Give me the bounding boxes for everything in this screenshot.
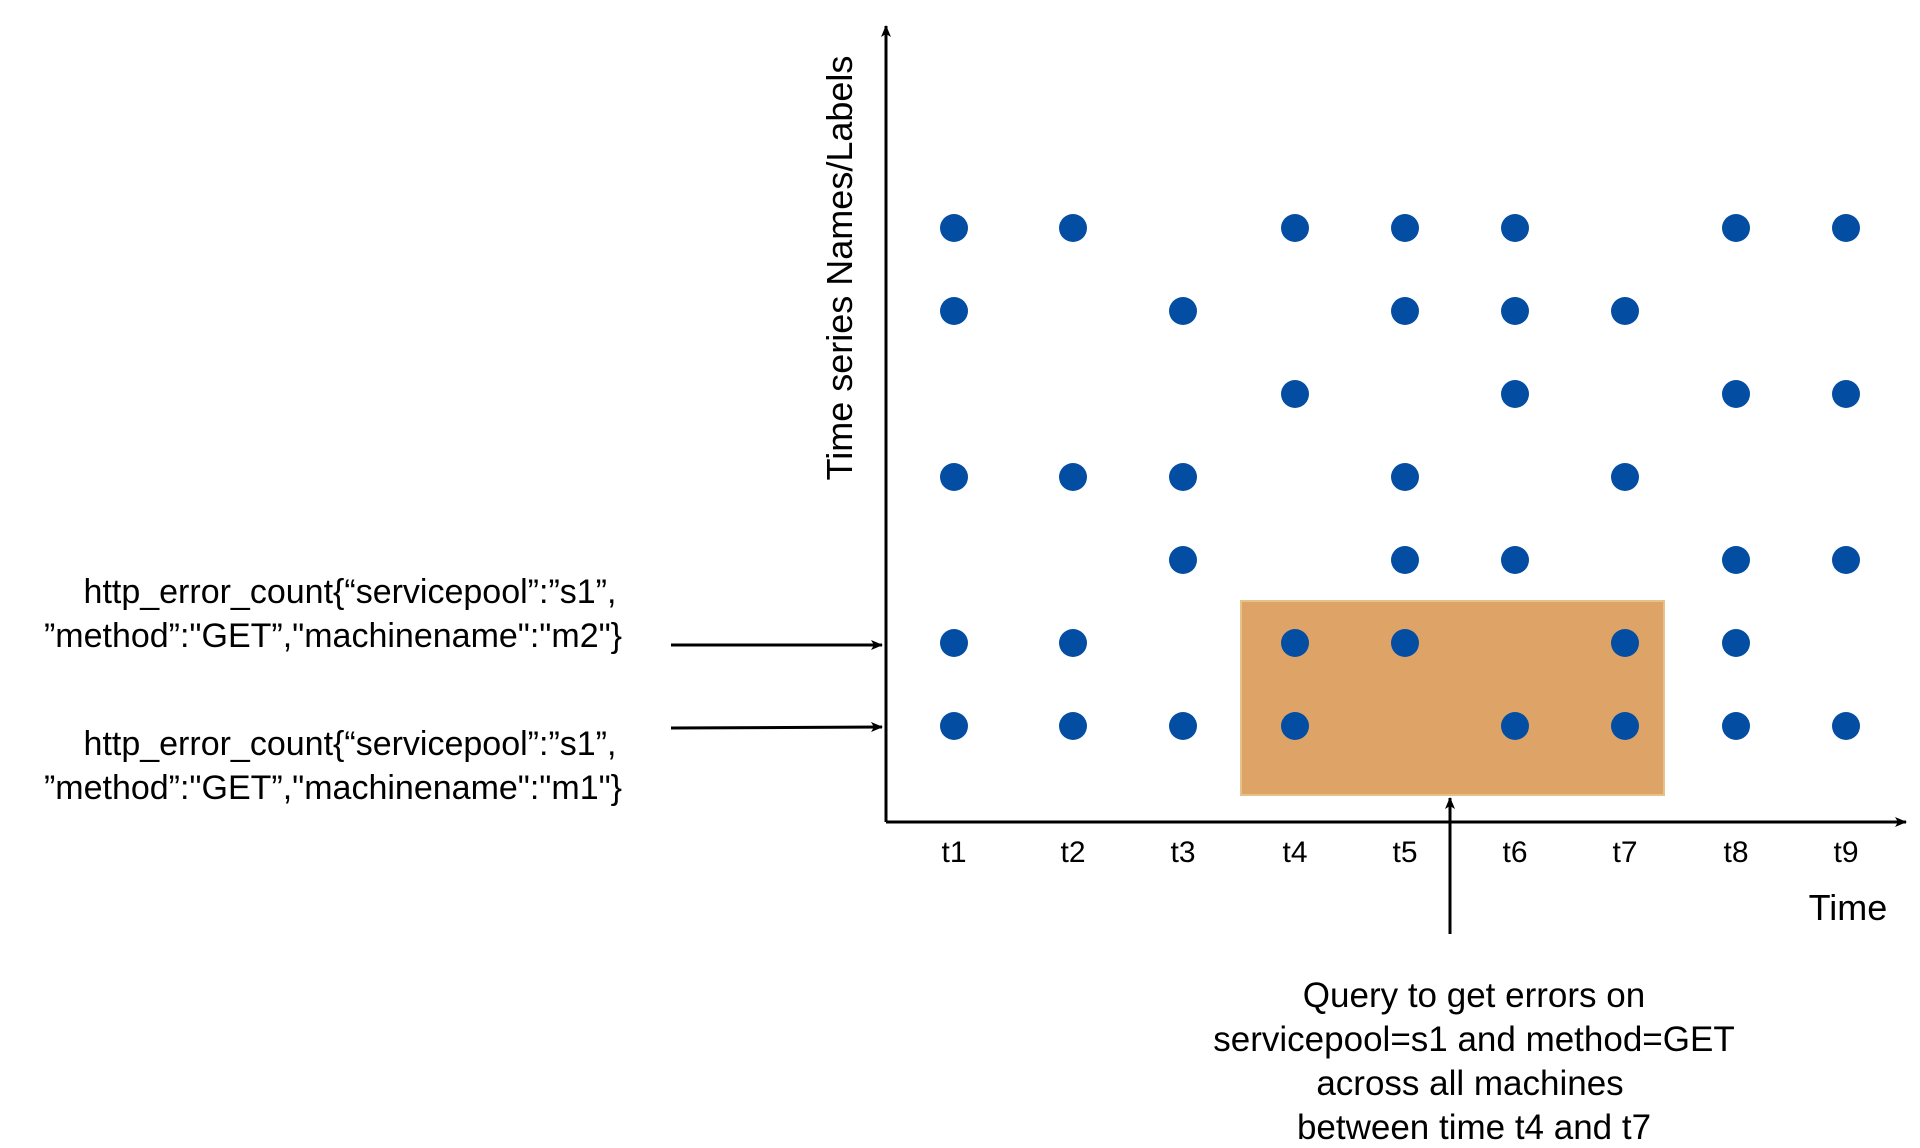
query-note-line-3: across all machines [1316, 1064, 1623, 1103]
sample-dot-row2-t1 [940, 297, 968, 325]
sample-dot-row2-t7 [1611, 297, 1639, 325]
sample-dot-row7-t7 [1611, 712, 1639, 740]
sample-dot-row7-t4 [1281, 712, 1309, 740]
series-label-m2-line1: http_error_count{“servicepool”:”s1”, [84, 573, 617, 611]
tick-label-t8: t8 [1723, 836, 1748, 869]
sample-dot-row6-t5 [1391, 629, 1419, 657]
query-note-line-1: Query to get errors on [1303, 976, 1645, 1015]
sample-dot-row6-t2 [1059, 629, 1087, 657]
tick-label-t2: t2 [1060, 836, 1085, 869]
sample-dot-row7-t9 [1832, 712, 1860, 740]
sample-dot-row4-t3 [1169, 463, 1197, 491]
sample-dot-row5-t9 [1832, 546, 1860, 574]
tick-label-t6: t6 [1502, 836, 1527, 869]
tick-label-t9: t9 [1833, 836, 1858, 869]
sample-dot-row4-t7 [1611, 463, 1639, 491]
sample-dot-row3-t8 [1722, 380, 1750, 408]
x-axis-ticks: t1 t2 t3 t4 t5 t6 t7 t8 t9 [941, 836, 1858, 869]
series-label-m1-line2: ”method”:"GET”,"machinename":"m1"} [44, 769, 622, 807]
sample-dots [940, 214, 1860, 740]
sample-dot-row2-t6 [1501, 297, 1529, 325]
series-label-m1-line1: http_error_count{“servicepool”:”s1”, [84, 725, 617, 763]
sample-dot-row7-t2 [1059, 712, 1087, 740]
sample-dot-row1-t4 [1281, 214, 1309, 242]
sample-dot-row7-t6 [1501, 712, 1529, 740]
sample-dot-row4-t1 [940, 463, 968, 491]
tick-label-t1: t1 [941, 836, 966, 869]
query-note-line-2: servicepool=s1 and method=GET [1213, 1020, 1734, 1059]
sample-dot-row6-t7 [1611, 629, 1639, 657]
sample-dot-row6-t4 [1281, 629, 1309, 657]
sample-dot-row1-t6 [1501, 214, 1529, 242]
query-note-line-4: between time t4 and t7 [1297, 1108, 1651, 1147]
x-axis-title: Time [1809, 887, 1888, 928]
sample-dot-row3-t4 [1281, 380, 1309, 408]
sample-dot-row1-t8 [1722, 214, 1750, 242]
sample-dot-row5-t5 [1391, 546, 1419, 574]
sample-dot-row3-t9 [1832, 380, 1860, 408]
sample-dot-row7-t8 [1722, 712, 1750, 740]
tick-label-t5: t5 [1392, 836, 1417, 869]
sample-dot-row5-t6 [1501, 546, 1529, 574]
sample-dot-row5-t3 [1169, 546, 1197, 574]
series-arrow-m1 [670, 722, 883, 733]
y-axis-title: Time series Names/Labels [819, 56, 860, 481]
sample-dot-row6-t1 [940, 629, 968, 657]
sample-dot-row7-t3 [1169, 712, 1197, 740]
sample-dot-row5-t8 [1722, 546, 1750, 574]
sample-dot-row3-t6 [1501, 380, 1529, 408]
sample-dot-row1-t9 [1832, 214, 1860, 242]
sample-dot-row2-t5 [1391, 297, 1419, 325]
sample-dot-row2-t3 [1169, 297, 1197, 325]
series-label-m2-line2: ”method”:"GET”,"machinename":"m2"} [44, 617, 622, 655]
sample-dot-row4-t5 [1391, 463, 1419, 491]
tick-label-t7: t7 [1612, 836, 1637, 869]
query-highlight-box [1240, 600, 1665, 796]
sample-dot-row4-t2 [1059, 463, 1087, 491]
sample-dot-row6-t8 [1722, 629, 1750, 657]
sample-dot-row7-t1 [940, 712, 968, 740]
sample-dot-row1-t5 [1391, 214, 1419, 242]
sample-dot-row1-t1 [940, 214, 968, 242]
sample-dot-row1-t2 [1059, 214, 1087, 242]
tick-label-t3: t3 [1170, 836, 1195, 869]
tick-label-t4: t4 [1282, 836, 1307, 869]
